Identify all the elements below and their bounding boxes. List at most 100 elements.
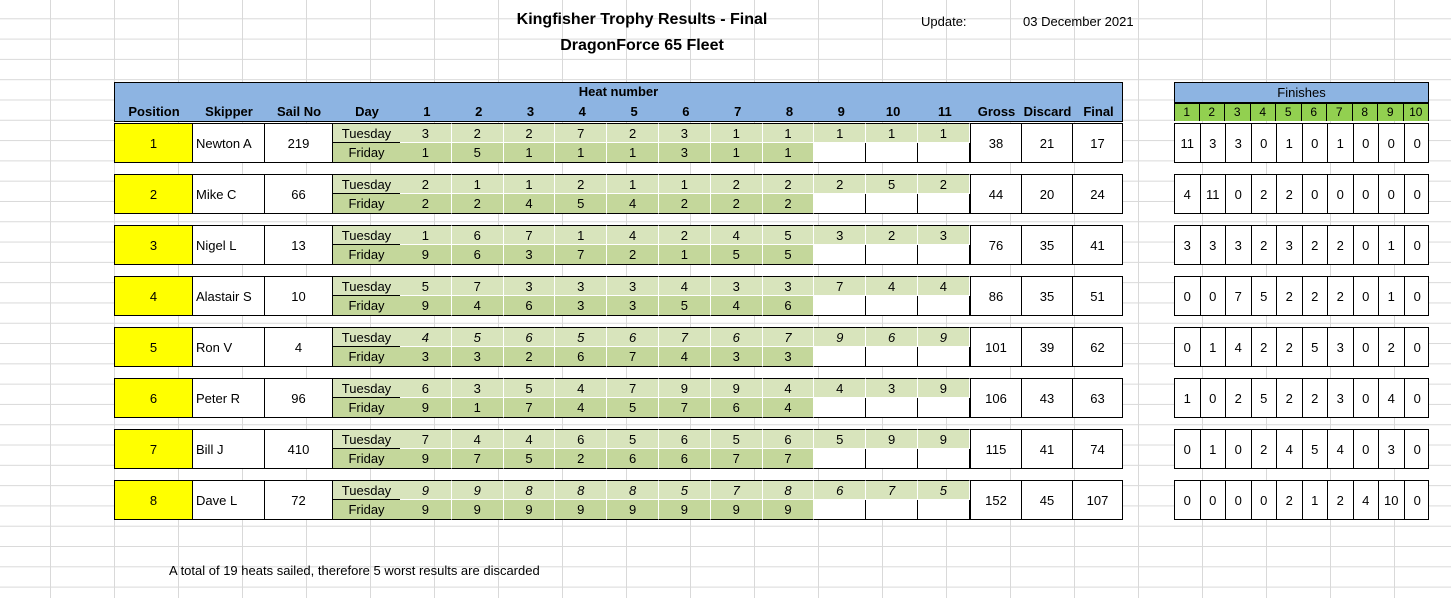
finish-count: 0	[1303, 124, 1328, 162]
heat-empty	[918, 449, 970, 469]
heat-result: 8	[762, 480, 815, 500]
finish-count: 3	[1201, 226, 1226, 264]
footer-note: A total of 19 heats sailed, therefore 5 …	[169, 563, 540, 578]
heat-result: 1	[451, 174, 504, 194]
heat-result: 5	[400, 276, 452, 296]
heat-result: 2	[814, 174, 867, 194]
heat-result: 3	[659, 143, 711, 163]
heat-result: 9	[866, 429, 918, 449]
heat-result: 2	[400, 194, 452, 214]
finish-count: 0	[1252, 124, 1277, 162]
sail-no-cell: 410	[264, 429, 333, 469]
heat-result: 3	[762, 347, 815, 367]
discard-cell: 20	[1021, 174, 1073, 214]
discard-cell: 41	[1021, 429, 1073, 469]
heat-result: 5	[607, 429, 659, 449]
day-friday: Friday	[332, 244, 401, 265]
result-row: 3 Nigel L 13 Tuesday Friday 1 6 7 1 4 2 4 5 3 2 3 9 6 3 7 2 1…	[114, 225, 1123, 265]
finish-count: 3	[1226, 124, 1252, 162]
result-row: 4 Alastair S 10 Tuesday Friday 5 7 3 3 3 4 3 3 7 4 4 9 4 6…	[114, 276, 1123, 316]
heat-result: 8	[555, 480, 608, 500]
finish-count: 3	[1226, 226, 1252, 264]
result-row: 7 Bill J 410 Tuesday Friday 7 4 4 6 5 6 5 6 5 9 9 9 7 5 2 6 6…	[114, 429, 1123, 469]
finish-count: 0	[1201, 481, 1226, 519]
heat-result: 5	[503, 378, 556, 398]
heat-result: 3	[918, 225, 970, 245]
heat-result: 4	[607, 194, 659, 214]
result-row: 2 Mike C 66 Tuesday Friday 2 1 1 2 1 1 2 2 2 5 2 2 2 4 5 4 2 2…	[114, 174, 1123, 214]
col-heat-8: 8	[785, 104, 794, 119]
finish-count: 2	[1277, 328, 1303, 366]
finishes-place-2: 2	[1199, 103, 1225, 121]
heat-result: 7	[451, 449, 504, 469]
heat-result: 4	[710, 296, 763, 316]
heat-result: 7	[866, 480, 918, 500]
col-sail-no: Sail No	[276, 104, 322, 119]
gross-cell: 44	[970, 174, 1022, 214]
heat-result: 9	[400, 500, 452, 520]
heat-result: 7	[607, 347, 659, 367]
sail-no-cell: 72	[264, 480, 333, 520]
day-tuesday: Tuesday	[332, 174, 401, 194]
heat-result: 7	[607, 378, 659, 398]
finish-count: 5	[1303, 328, 1328, 366]
gross-cell: 152	[970, 480, 1022, 520]
heat-result: 7	[503, 398, 556, 418]
finish-count: 2	[1277, 277, 1303, 315]
finish-count: 0	[1413, 441, 1421, 457]
finish-count: 1	[1379, 226, 1405, 264]
finishes-row: 4 11 0 2 2 0 0 0 0 0	[1174, 174, 1429, 214]
heat-result: 9	[400, 245, 452, 265]
result-row: 5 Ron V 4 Tuesday Friday 4 5 6 5 6 7 6 7 9 6 9 3 3 2 6 7 4 3 3 1…	[114, 327, 1123, 367]
sail-no-cell: 10	[264, 276, 333, 316]
finish-count: 0	[1226, 481, 1252, 519]
finish-count: 0	[1354, 379, 1379, 417]
finishes-place-6: 6	[1301, 103, 1327, 121]
heat-result: 9	[659, 378, 711, 398]
col-discard: Discard	[1023, 104, 1072, 119]
position-cell: 3	[114, 225, 193, 265]
finish-count: 2	[1379, 328, 1405, 366]
sail-no-cell: 96	[264, 378, 333, 418]
heat-empty	[918, 296, 970, 316]
finish-count: 0	[1252, 481, 1277, 519]
skipper-cell: Nigel L	[192, 225, 265, 265]
heat-result: 3	[762, 276, 815, 296]
heat-result: 1	[503, 143, 556, 163]
finishes-title: Finishes	[1174, 82, 1429, 103]
col-final: Final	[1083, 104, 1114, 119]
heat-result: 5	[607, 398, 659, 418]
col-heat-2: 2	[475, 104, 483, 119]
heat-result: 2	[451, 194, 504, 214]
finish-count: 0	[1379, 175, 1405, 213]
heat-result: 6	[866, 327, 918, 347]
heat-result: 5	[659, 296, 711, 316]
heat-result: 2	[762, 174, 815, 194]
update-date: 03 December 2021	[1023, 14, 1134, 29]
finish-count: 2	[1277, 175, 1303, 213]
finish-count: 0	[1413, 339, 1421, 355]
finishes-place-7: 7	[1327, 103, 1353, 121]
heat-result: 4	[555, 398, 608, 418]
heat-result: 7	[451, 276, 504, 296]
col-heat-9: 9	[837, 104, 845, 119]
col-skipper: Skipper	[205, 104, 253, 119]
finish-count: 0	[1413, 186, 1421, 202]
finish-count: 11	[1175, 124, 1201, 162]
heat-result: 5	[555, 327, 608, 347]
finish-count: 3	[1201, 124, 1226, 162]
heat-result: 9	[451, 500, 504, 520]
finish-count: 1	[1201, 328, 1226, 366]
day-tuesday: Tuesday	[332, 480, 401, 500]
heat-result: 5	[918, 480, 970, 500]
heat-result: 9	[710, 378, 763, 398]
finish-count: 2	[1226, 379, 1252, 417]
heat-result: 1	[555, 143, 608, 163]
heat-result: 1	[607, 143, 659, 163]
finish-count: 2	[1252, 226, 1277, 264]
position-cell: 4	[114, 276, 193, 316]
day-tuesday: Tuesday	[332, 276, 401, 296]
skipper-cell: Ron V	[192, 327, 265, 367]
